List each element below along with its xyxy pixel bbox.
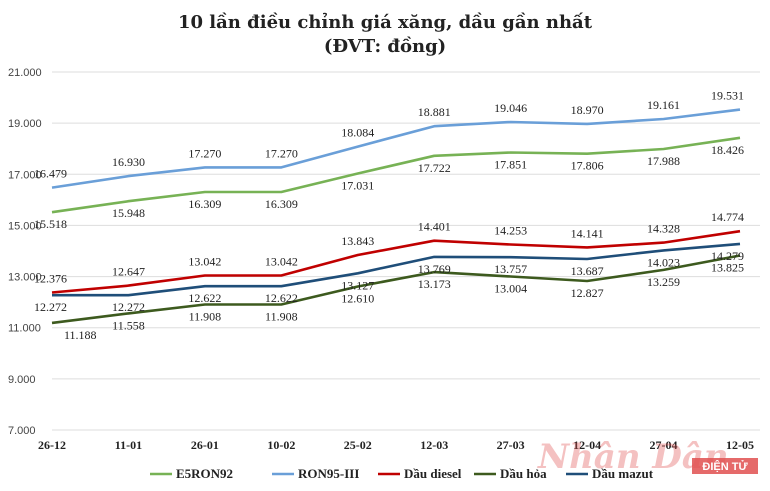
y-tick-label: 7.000	[8, 425, 36, 437]
data-label: 13.127	[341, 278, 374, 292]
data-label: 17.270	[265, 146, 298, 160]
data-label: 17.988	[647, 154, 680, 168]
x-tick-label: 11-01	[115, 438, 142, 452]
x-tick-label: 27-03	[497, 438, 525, 452]
data-label: 14.279	[711, 249, 744, 263]
data-label: 13.042	[188, 254, 221, 268]
chart-title: 10 lần điều chỉnh giá xăng, dầu gần nhất	[178, 11, 593, 33]
y-axis-ticks: 7.000 9.000 11.000 13.000 15.000 17.000 19.000…	[8, 67, 42, 437]
legend-entry: RON95-III	[298, 466, 359, 481]
data-label: 17.722	[418, 161, 451, 175]
data-label: 13.825	[711, 260, 744, 274]
data-label: 11.908	[189, 309, 222, 323]
data-label: 13.687	[571, 264, 604, 278]
data-label: 12.622	[265, 291, 298, 305]
series-line	[51, 254, 741, 325]
y-tick-label: 9.000	[8, 374, 36, 386]
data-label: 12.272	[34, 300, 67, 314]
data-label: 14.141	[571, 226, 604, 240]
data-label: 16.930	[112, 155, 145, 169]
legend-entry: Dầu diesel	[404, 466, 462, 481]
legend: E5RON92 RON95-III Dầu diesel Dầu hỏa Dầu maz…	[150, 466, 654, 481]
data-label: 17.031	[341, 178, 374, 192]
y-tick-label: 15.000	[8, 220, 42, 232]
data-label: 14.401	[418, 220, 451, 234]
watermark: Nhân Dân ĐIỆN TỬ	[537, 437, 758, 477]
gridlines	[52, 71, 760, 431]
data-label: 19.531	[711, 89, 744, 103]
data-label: 12.610	[341, 292, 374, 306]
watermark-badge-bg	[692, 458, 758, 474]
y-tick-label: 11.000	[8, 323, 41, 335]
data-label: 17.851	[494, 158, 527, 172]
y-tick-label: 13.000	[8, 272, 42, 284]
x-axis-ticks: 26-12 11-01 26-01 10-02 25-02 12-03 27-03 12-04…	[38, 438, 754, 452]
data-label: 15.518	[34, 217, 67, 231]
data-label: 18.881	[418, 105, 451, 119]
data-label: 12.272	[112, 300, 145, 314]
data-label: 16.479	[34, 167, 67, 181]
data-label: 14.253	[494, 224, 527, 238]
x-tick-label: 26-12	[38, 438, 66, 452]
x-tick-label: 27-04	[650, 438, 678, 452]
series-line	[51, 229, 741, 294]
y-tick-label: 17.000	[8, 169, 42, 181]
chart-subtitle: (ĐVT: đồng)	[324, 35, 446, 57]
data-label: 19.161	[647, 98, 680, 112]
data-label: 11.558	[112, 318, 145, 332]
series-line	[51, 136, 741, 214]
x-tick-label: 10-02	[267, 438, 295, 452]
data-label: 13.769	[418, 262, 451, 276]
data-label: 14.328	[647, 222, 680, 236]
watermark-badge: ĐIỆN TỬ	[702, 460, 748, 473]
data-label: 18.084	[341, 126, 374, 140]
data-label: 11.908	[265, 309, 298, 323]
data-label: 13.173	[418, 277, 451, 291]
data-label: 18.970	[571, 103, 604, 117]
data-label: 13.004	[494, 281, 527, 295]
y-tick-label: 21.000	[8, 67, 42, 79]
x-tick-label: 25-02	[344, 438, 372, 452]
data-label: 14.023	[647, 255, 680, 269]
data-label: 13.042	[265, 254, 298, 268]
data-label: 16.309	[265, 197, 298, 211]
data-labels: 15.518 15.948 16.309 16.309 17.031 17.722 17.8…	[34, 89, 744, 342]
x-tick-label: 12-05	[726, 438, 754, 452]
data-label: 12.647	[112, 265, 145, 279]
series-line	[51, 108, 741, 189]
data-label: 14.774	[711, 210, 744, 224]
data-label: 15.948	[112, 206, 145, 220]
data-label: 13.259	[647, 275, 680, 289]
data-label: 12.376	[34, 272, 67, 286]
data-label: 18.426	[711, 143, 744, 157]
data-label: 12.622	[188, 291, 221, 305]
legend-entry: Dầu hỏa	[500, 466, 547, 481]
data-label: 16.309	[188, 197, 221, 211]
data-label: 13.757	[494, 262, 527, 276]
data-label: 19.046	[494, 101, 527, 115]
data-label: 17.806	[571, 159, 604, 173]
series-lines	[51, 108, 741, 325]
data-label: 11.188	[64, 328, 97, 342]
legend-entry: Dầu mazut	[592, 466, 654, 481]
y-tick-label: 19.000	[8, 118, 42, 130]
data-label: 17.270	[188, 146, 221, 160]
x-tick-label: 12-03	[420, 438, 448, 452]
legend-entry: E5RON92	[176, 466, 233, 481]
data-label: 13.843	[341, 234, 374, 248]
x-tick-label: 26-01	[191, 438, 219, 452]
data-label: 12.827	[571, 286, 604, 300]
series-line	[52, 242, 741, 297]
x-tick-label: 12-04	[573, 438, 601, 452]
